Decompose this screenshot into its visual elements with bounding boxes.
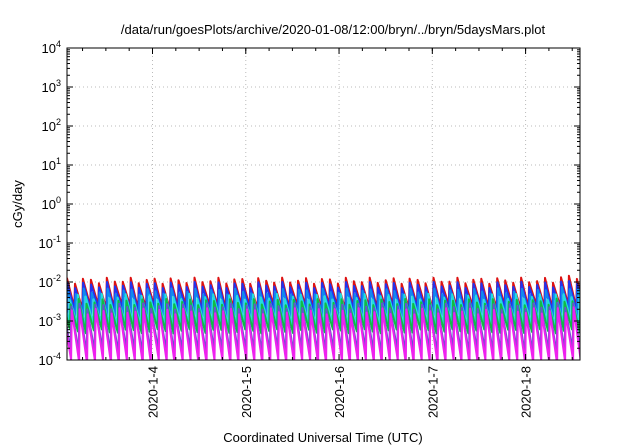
x-tick-label: 2020-1-5	[239, 366, 254, 418]
x-axis: 2020-1-4 2020-1-5 2020-1-6 2020-1-7 2020-1-8	[82, 48, 573, 418]
y-tick-label: 10-2	[39, 273, 61, 290]
y-tick-label: 102	[42, 117, 61, 134]
y-axis-label: cGy/day	[10, 180, 25, 228]
y-tick-label: 104	[42, 39, 61, 56]
y-tick-label: 100	[42, 195, 61, 212]
series-line	[67, 280, 580, 314]
y-tick-label: 10-3	[39, 312, 61, 329]
chart-title: /data/run/goesPlots/archive/2020-01-08/1…	[121, 22, 546, 37]
x-tick-label: 2020-1-4	[146, 366, 161, 418]
series-line	[67, 289, 580, 327]
x-axis-label: Coordinated Universal Time (UTC)	[223, 430, 422, 445]
x-tick-label: 2020-1-7	[425, 366, 440, 418]
series-line	[67, 306, 580, 360]
x-tick-label: 2020-1-6	[332, 366, 347, 418]
y-tick-label: 10-4	[39, 351, 61, 368]
y-tick-label: 10-1	[39, 234, 61, 251]
y-tick-label: 103	[42, 78, 61, 95]
y-tick-label: 101	[42, 156, 61, 173]
y-axis: 10-4 10-3 10-2 10-1 100 101 102 103 104	[39, 39, 580, 368]
x-tick-label: 2020-1-8	[519, 366, 534, 418]
plot-series	[67, 274, 580, 360]
